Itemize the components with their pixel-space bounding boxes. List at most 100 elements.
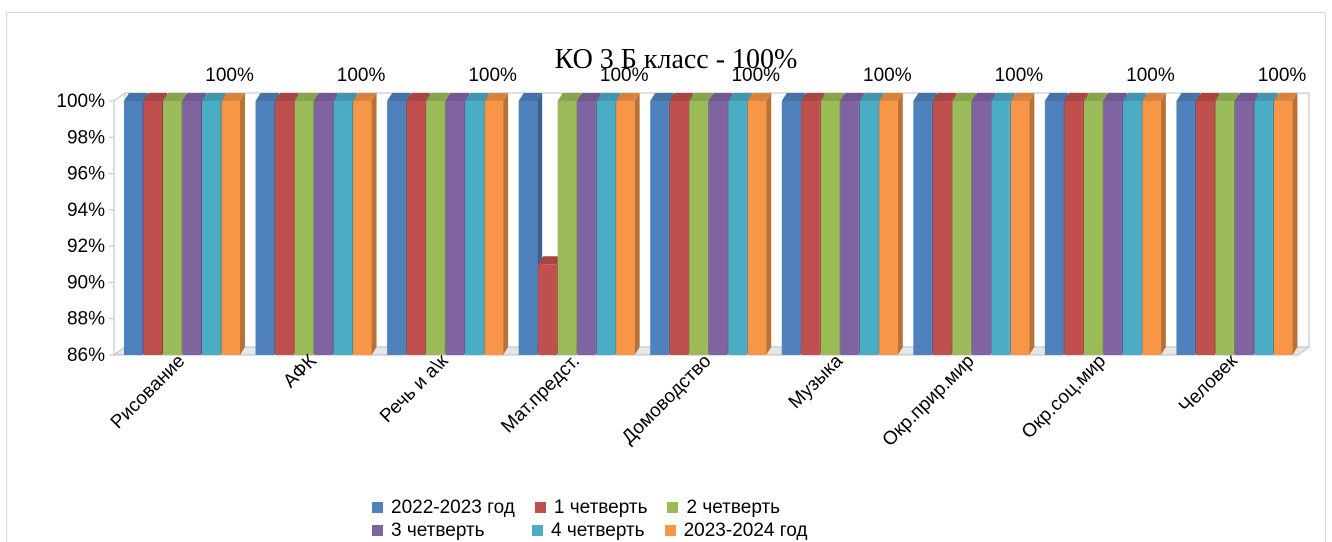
data-label: 100% — [731, 65, 780, 86]
bar-top — [221, 93, 245, 101]
bar — [314, 101, 333, 355]
category-label: Речь и а\к — [376, 350, 453, 427]
bar — [538, 264, 557, 355]
bar — [932, 101, 952, 355]
legend-swatch — [532, 525, 543, 536]
bar-top — [518, 93, 543, 101]
bar-top — [182, 93, 206, 101]
bar — [353, 101, 372, 355]
bar — [991, 101, 1010, 355]
bar — [1142, 101, 1161, 355]
bar-top — [596, 93, 621, 101]
bar — [689, 101, 708, 355]
bar-top — [801, 93, 825, 101]
bar-side — [766, 93, 772, 355]
data-label: 100% — [1258, 65, 1307, 86]
legend-row: 2022-2023 год 1 четверть 2 четверть — [372, 496, 992, 519]
bar — [708, 101, 728, 355]
category-label: Человек — [1175, 350, 1242, 417]
bar — [728, 101, 747, 355]
bar-top — [1195, 93, 1220, 101]
legend-label: 2 четверть — [686, 496, 781, 518]
bar — [518, 101, 538, 355]
category-label: Музыка — [785, 350, 848, 413]
bar — [465, 101, 484, 355]
data-label: 100% — [863, 65, 912, 86]
bar-side — [897, 93, 903, 355]
chart-title: КО 3 Б класс - 100% — [555, 44, 798, 75]
bar — [182, 101, 201, 355]
bar — [859, 101, 879, 355]
y-tick-label: 92% — [67, 236, 105, 257]
bar-top — [913, 93, 937, 101]
bar-top — [1083, 93, 1108, 101]
bar-top — [1273, 93, 1298, 101]
data-label: 100% — [337, 65, 386, 86]
plot-area: 86% 88% 90% 92% 94% 96% 98% 100% 100% Рисование 10… — [56, 65, 1311, 451]
bar-top — [747, 93, 772, 101]
legend-item: 4 четверть — [532, 520, 645, 542]
bar-top — [294, 93, 319, 101]
bar — [1273, 101, 1293, 355]
data-label: 100% — [205, 65, 254, 86]
y-tick-label: 94% — [67, 200, 105, 221]
bar — [387, 101, 406, 355]
bar-top — [1254, 93, 1278, 101]
bar — [913, 101, 932, 355]
bar-side — [1292, 93, 1298, 355]
bar-side — [1160, 93, 1166, 355]
legend-item: 3 четверть — [372, 520, 512, 542]
bar-top — [728, 93, 752, 101]
bar-side — [371, 93, 377, 355]
bar-top — [650, 93, 674, 101]
bar — [333, 101, 353, 355]
bar-top — [781, 93, 806, 101]
bar-top — [1176, 93, 1200, 101]
bar-top — [557, 93, 582, 101]
bar — [650, 101, 669, 355]
bar — [1254, 101, 1273, 355]
bar — [1044, 101, 1064, 355]
bar-top — [255, 93, 280, 101]
bar — [952, 101, 971, 355]
bar-top — [1122, 93, 1147, 101]
y-tick-label: 86% — [67, 345, 105, 366]
category-label: Мат.предст. — [497, 351, 584, 438]
bar-top — [1142, 93, 1166, 101]
bar — [1215, 101, 1234, 355]
bar — [426, 101, 445, 355]
bar-top — [932, 93, 957, 101]
category-label: Окр.соц.мир — [1018, 351, 1110, 443]
data-label: 100% — [600, 65, 649, 86]
bar-side — [1029, 93, 1035, 355]
category-label: Домоводство — [618, 351, 716, 449]
bar-top — [333, 93, 358, 101]
data-label: 100% — [468, 65, 517, 86]
bar-top — [577, 93, 601, 101]
bar — [669, 101, 689, 355]
bar — [445, 101, 465, 355]
bar — [879, 101, 898, 355]
bar — [1064, 101, 1083, 355]
legend-swatch — [664, 525, 676, 536]
bar — [1234, 101, 1254, 355]
legend-item: 1 четверть — [534, 496, 648, 519]
bar — [1176, 101, 1195, 355]
data-label: 100% — [1126, 65, 1175, 86]
bar — [1083, 101, 1103, 355]
bar — [1103, 101, 1122, 355]
bar-top — [465, 93, 489, 101]
chart-frame — [6, 12, 1326, 542]
bar — [484, 101, 504, 355]
bar-top — [971, 93, 996, 101]
y-tick-label: 90% — [67, 272, 105, 293]
legend-swatch — [534, 502, 546, 513]
bar — [1122, 101, 1142, 355]
bar — [255, 101, 275, 355]
bar-side — [240, 93, 245, 355]
bar-top — [879, 93, 903, 101]
bar-top — [1064, 93, 1088, 101]
data-label: 100% — [995, 65, 1044, 86]
legend-label: 1 четверть — [553, 496, 648, 518]
